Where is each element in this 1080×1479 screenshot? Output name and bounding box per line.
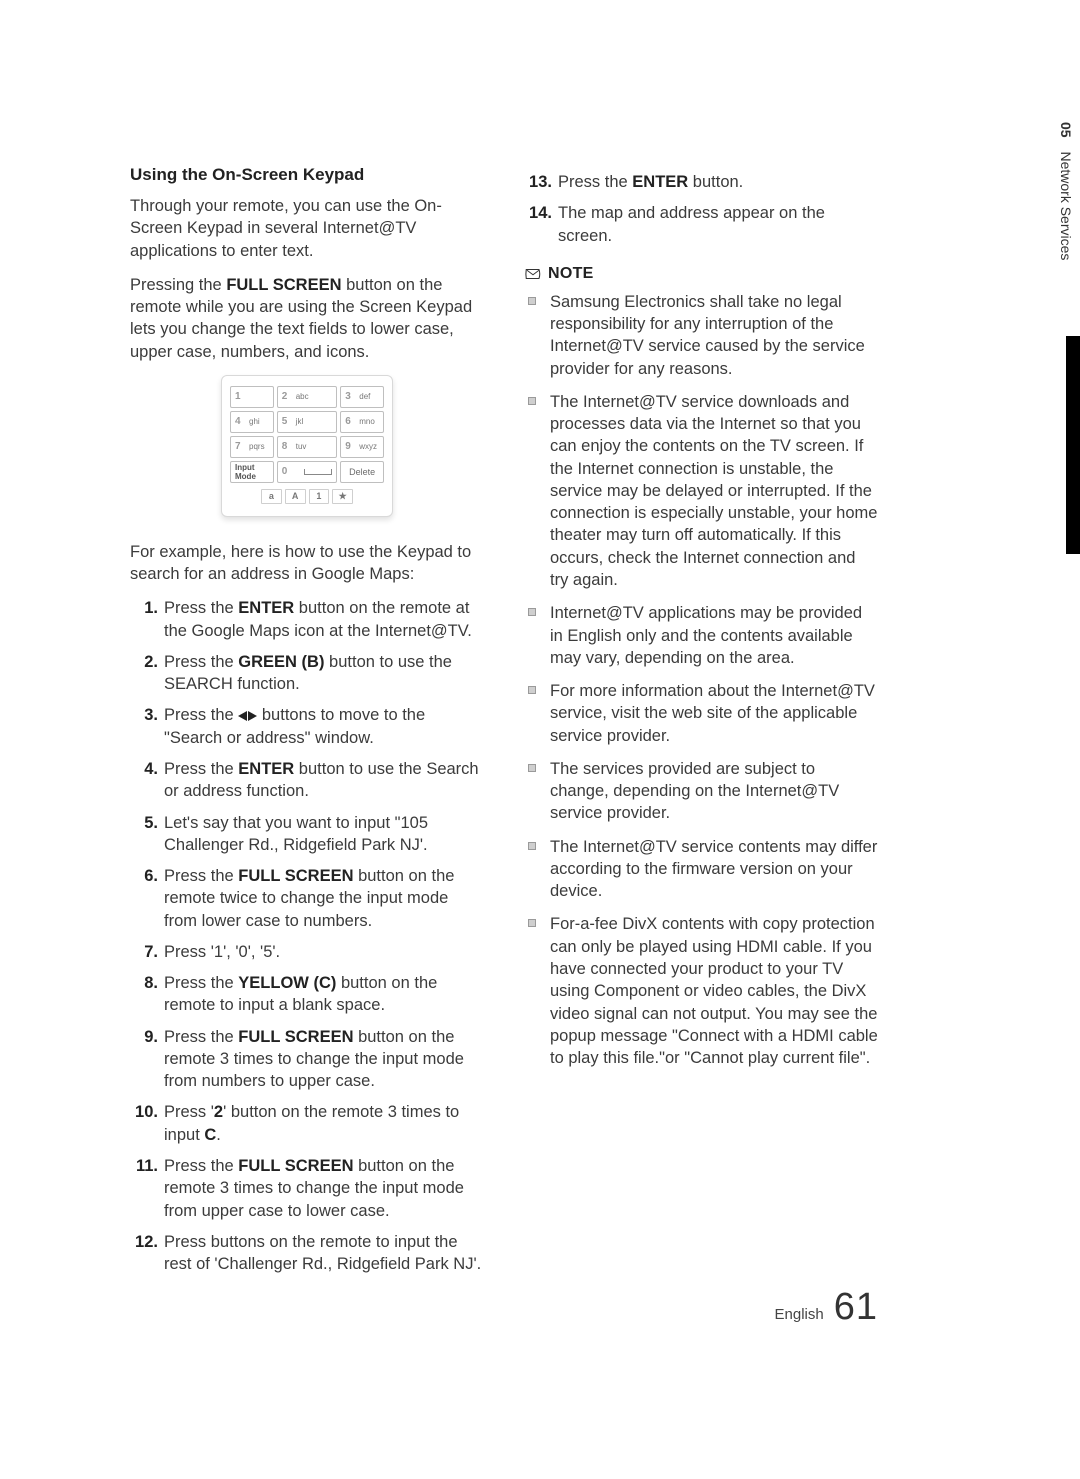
step-item: Press buttons on the remote to input the…	[130, 1231, 484, 1276]
keypad-key: 3def	[340, 386, 384, 408]
steps-list: Press the ENTER button on the remote at …	[130, 597, 484, 1275]
section-heading: Using the On-Screen Keypad	[130, 165, 484, 185]
side-tab: 05 Network Services	[1052, 118, 1080, 336]
step-item: Press the FULL SCREEN button on the remo…	[130, 1026, 484, 1093]
mode-key: ★	[332, 489, 353, 504]
right-arrow-icon	[248, 711, 257, 721]
step-item: Let's say that you want to input "105 Ch…	[130, 812, 484, 857]
step-item: Press '1', '0', '5'.	[130, 941, 484, 963]
step-item: Press the GREEN (B) button to use the SE…	[130, 651, 484, 696]
mode-key: a	[261, 489, 282, 504]
note-item: Internet@TV applications may be provided…	[524, 602, 878, 669]
step-item: The map and address appear on the screen…	[524, 202, 878, 247]
chapter-number: 05	[1058, 122, 1074, 138]
left-column: Using the On-Screen Keypad Through your …	[130, 165, 484, 1284]
footer-language: English	[775, 1306, 824, 1323]
keypad-key: 5jkl	[277, 411, 338, 433]
note-item: The Internet@TV service downloads and pr…	[524, 391, 878, 591]
step-item: Press the ENTER button to use the Search…	[130, 758, 484, 803]
keypad-key: 4ghi	[230, 411, 274, 433]
page-content: Using the On-Screen Keypad Through your …	[130, 165, 878, 1284]
keypad-key: 8tuv	[277, 436, 338, 458]
paragraph: For example, here is how to use the Keyp…	[130, 541, 484, 586]
keypad-key: 7pqrs	[230, 436, 274, 458]
note-item: For-a-fee DivX contents with copy protec…	[524, 913, 878, 1069]
keypad-input-mode: Input Mode	[230, 461, 274, 483]
steps-list-continued: Press the ENTER button. The map and addr…	[524, 171, 878, 247]
keypad-key: 2abc	[277, 386, 338, 408]
step-item: Press the ENTER button.	[524, 171, 878, 193]
left-arrow-icon	[238, 711, 247, 721]
note-item: For more information about the Internet@…	[524, 680, 878, 747]
step-item: Press '2' button on the remote 3 times t…	[130, 1101, 484, 1146]
note-item: The services provided are subject to cha…	[524, 758, 878, 825]
step-item: Press the YELLOW (C) button on the remot…	[130, 972, 484, 1017]
notes-list: Samsung Electronics shall take no legal …	[524, 291, 878, 1070]
step-item: Press the ENTER button on the remote at …	[130, 597, 484, 642]
page-footer: English 61	[775, 1286, 878, 1329]
keypad-key: 9wxyz	[340, 436, 384, 458]
note-item: The Internet@TV service contents may dif…	[524, 836, 878, 903]
keypad-key: 1	[230, 386, 274, 408]
chapter-title: Network Services	[1058, 151, 1074, 260]
keypad-delete: Delete	[340, 461, 384, 483]
right-column: Press the ENTER button. The map and addr…	[524, 165, 878, 1284]
keypad-key: 6mno	[340, 411, 384, 433]
note-icon	[524, 267, 542, 281]
note-label: NOTE	[548, 265, 594, 283]
step-item: Press the FULL SCREEN button on the remo…	[130, 1155, 484, 1222]
note-item: Samsung Electronics shall take no legal …	[524, 291, 878, 380]
step-item: Press the buttons to move to the "Search…	[130, 704, 484, 749]
mode-key: 1	[309, 489, 330, 504]
step-item: Press the FULL SCREEN button on the remo…	[130, 865, 484, 932]
keypad-space: 0	[277, 461, 338, 483]
mode-key: A	[285, 489, 306, 504]
keypad-figure: 1 2abc 3def 4ghi 5jkl 6mno 7pqrs 8tuv 9w…	[130, 375, 484, 517]
side-black-bar	[1066, 336, 1080, 554]
paragraph: Pressing the FULL SCREEN button on the r…	[130, 274, 484, 363]
intro-paragraph: Through your remote, you can use the On-…	[130, 195, 484, 262]
note-heading: NOTE	[524, 265, 878, 283]
page-number: 61	[834, 1286, 878, 1329]
